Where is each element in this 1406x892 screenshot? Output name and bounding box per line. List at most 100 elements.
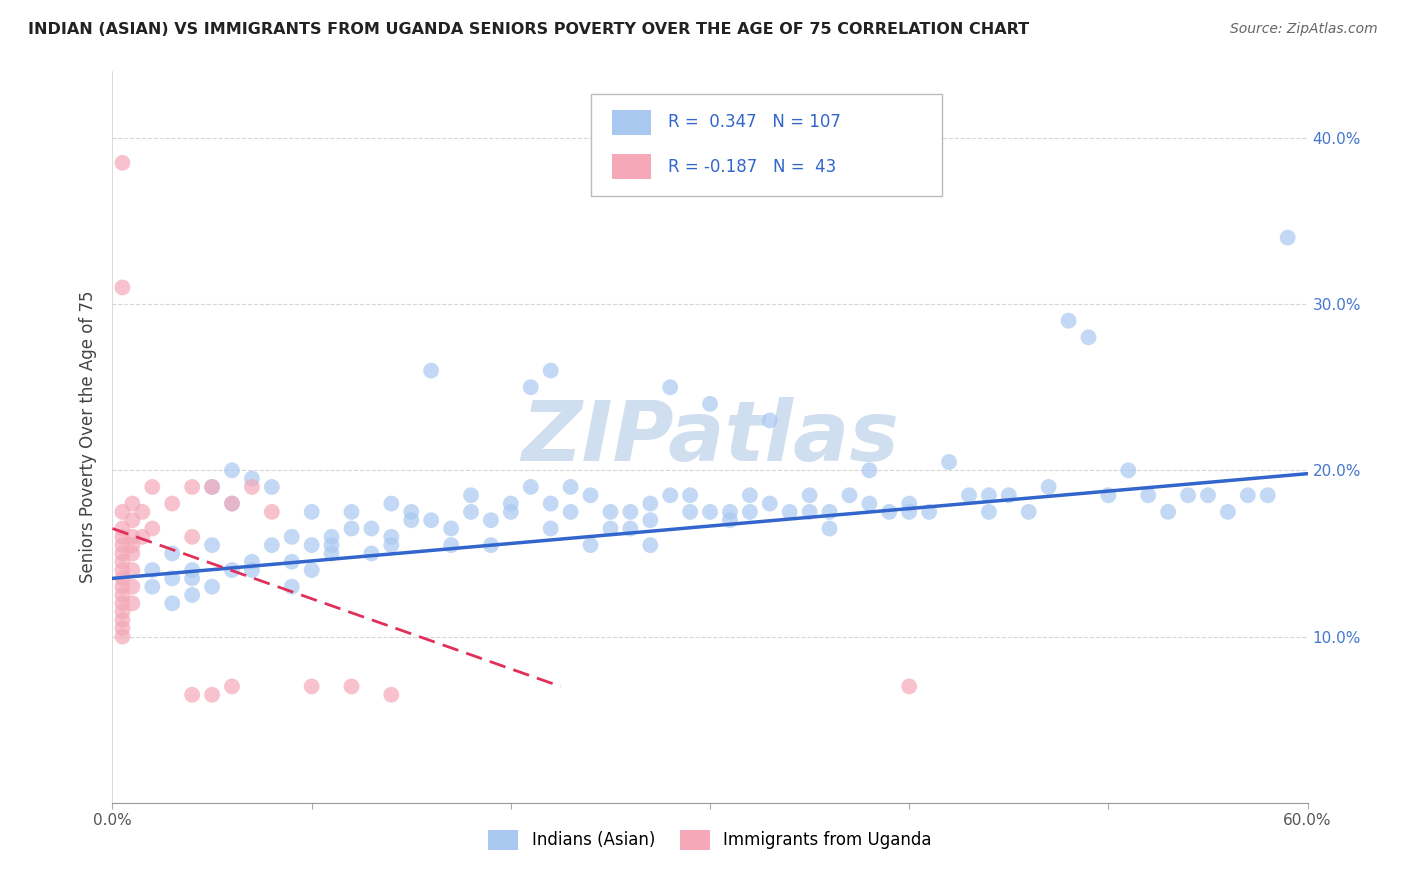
Point: [162, 497, 183, 511]
Point: [121, 530, 143, 544]
Point: [1157, 505, 1180, 519]
Point: [401, 513, 423, 527]
Point: [201, 580, 224, 594]
Point: [599, 521, 621, 535]
Text: INDIAN (ASIAN) VS IMMIGRANTS FROM UGANDA SENIORS POVERTY OVER THE AGE OF 75 CORR: INDIAN (ASIAN) VS IMMIGRANTS FROM UGANDA…: [28, 22, 1029, 37]
Point: [1197, 488, 1219, 502]
Point: [640, 513, 662, 527]
Y-axis label: Seniors Poverty Over the Age of 75: Seniors Poverty Over the Age of 75: [79, 291, 97, 583]
Point: [938, 455, 960, 469]
Point: [699, 397, 721, 411]
Point: [162, 571, 183, 585]
Point: [201, 538, 224, 552]
Point: [1257, 488, 1279, 502]
Point: [420, 363, 443, 377]
Point: [540, 363, 562, 377]
Point: [240, 472, 263, 486]
Point: [111, 630, 134, 644]
Point: [858, 463, 880, 477]
Point: [111, 613, 134, 627]
Point: [221, 497, 243, 511]
Point: [499, 497, 522, 511]
Point: [121, 538, 143, 552]
Point: [619, 505, 641, 519]
Point: [540, 521, 562, 535]
Point: [1118, 463, 1140, 477]
Point: [659, 380, 682, 394]
Point: [718, 513, 741, 527]
Point: [201, 480, 224, 494]
Point: [619, 521, 641, 535]
Point: [111, 546, 134, 560]
Point: [181, 480, 204, 494]
Point: [131, 530, 153, 544]
Point: [520, 480, 543, 494]
Point: [360, 546, 382, 560]
Point: [520, 380, 543, 394]
Point: [111, 580, 134, 594]
Point: [141, 521, 163, 535]
Point: [321, 530, 343, 544]
Point: [818, 521, 841, 535]
Point: [659, 488, 682, 502]
Point: [838, 488, 860, 502]
Point: [111, 588, 134, 602]
Point: [111, 530, 134, 544]
Point: [579, 488, 602, 502]
Point: [111, 280, 134, 294]
Point: [957, 488, 980, 502]
Point: [221, 497, 243, 511]
Point: [679, 505, 702, 519]
Point: [380, 530, 402, 544]
Point: [380, 538, 402, 552]
Point: [111, 571, 134, 585]
Point: [181, 588, 204, 602]
Point: [201, 688, 224, 702]
Point: [111, 521, 134, 535]
Point: [141, 563, 163, 577]
Point: [111, 155, 134, 169]
Point: [460, 488, 482, 502]
Point: [380, 497, 402, 511]
Point: [321, 538, 343, 552]
Point: [738, 488, 761, 502]
Point: [121, 513, 143, 527]
Point: [640, 497, 662, 511]
Point: [977, 488, 1000, 502]
Point: [301, 680, 323, 694]
Point: [181, 530, 204, 544]
Point: [879, 505, 901, 519]
Point: [1018, 505, 1040, 519]
Text: ZIPatlas: ZIPatlas: [522, 397, 898, 477]
Point: [818, 505, 841, 519]
Point: [440, 521, 463, 535]
Point: [201, 480, 224, 494]
Point: [779, 505, 801, 519]
Point: [321, 546, 343, 560]
Text: R = -0.187   N =  43: R = -0.187 N = 43: [668, 158, 837, 176]
Point: [131, 505, 153, 519]
Legend: Indians (Asian), Immigrants from Uganda: Indians (Asian), Immigrants from Uganda: [482, 823, 938, 856]
Point: [401, 505, 423, 519]
Point: [1216, 505, 1239, 519]
Point: [640, 538, 662, 552]
Point: [1237, 488, 1260, 502]
Point: [111, 605, 134, 619]
Point: [579, 538, 602, 552]
Point: [420, 513, 443, 527]
Point: [281, 555, 304, 569]
Point: [499, 505, 522, 519]
Point: [221, 463, 243, 477]
Point: [340, 521, 363, 535]
Point: [260, 505, 283, 519]
Point: [380, 688, 402, 702]
Point: [738, 505, 761, 519]
Point: [759, 497, 782, 511]
Point: [440, 538, 463, 552]
Point: [1097, 488, 1119, 502]
Point: [858, 497, 880, 511]
Point: [260, 480, 283, 494]
Point: [240, 563, 263, 577]
Point: [121, 596, 143, 610]
Point: [240, 480, 263, 494]
